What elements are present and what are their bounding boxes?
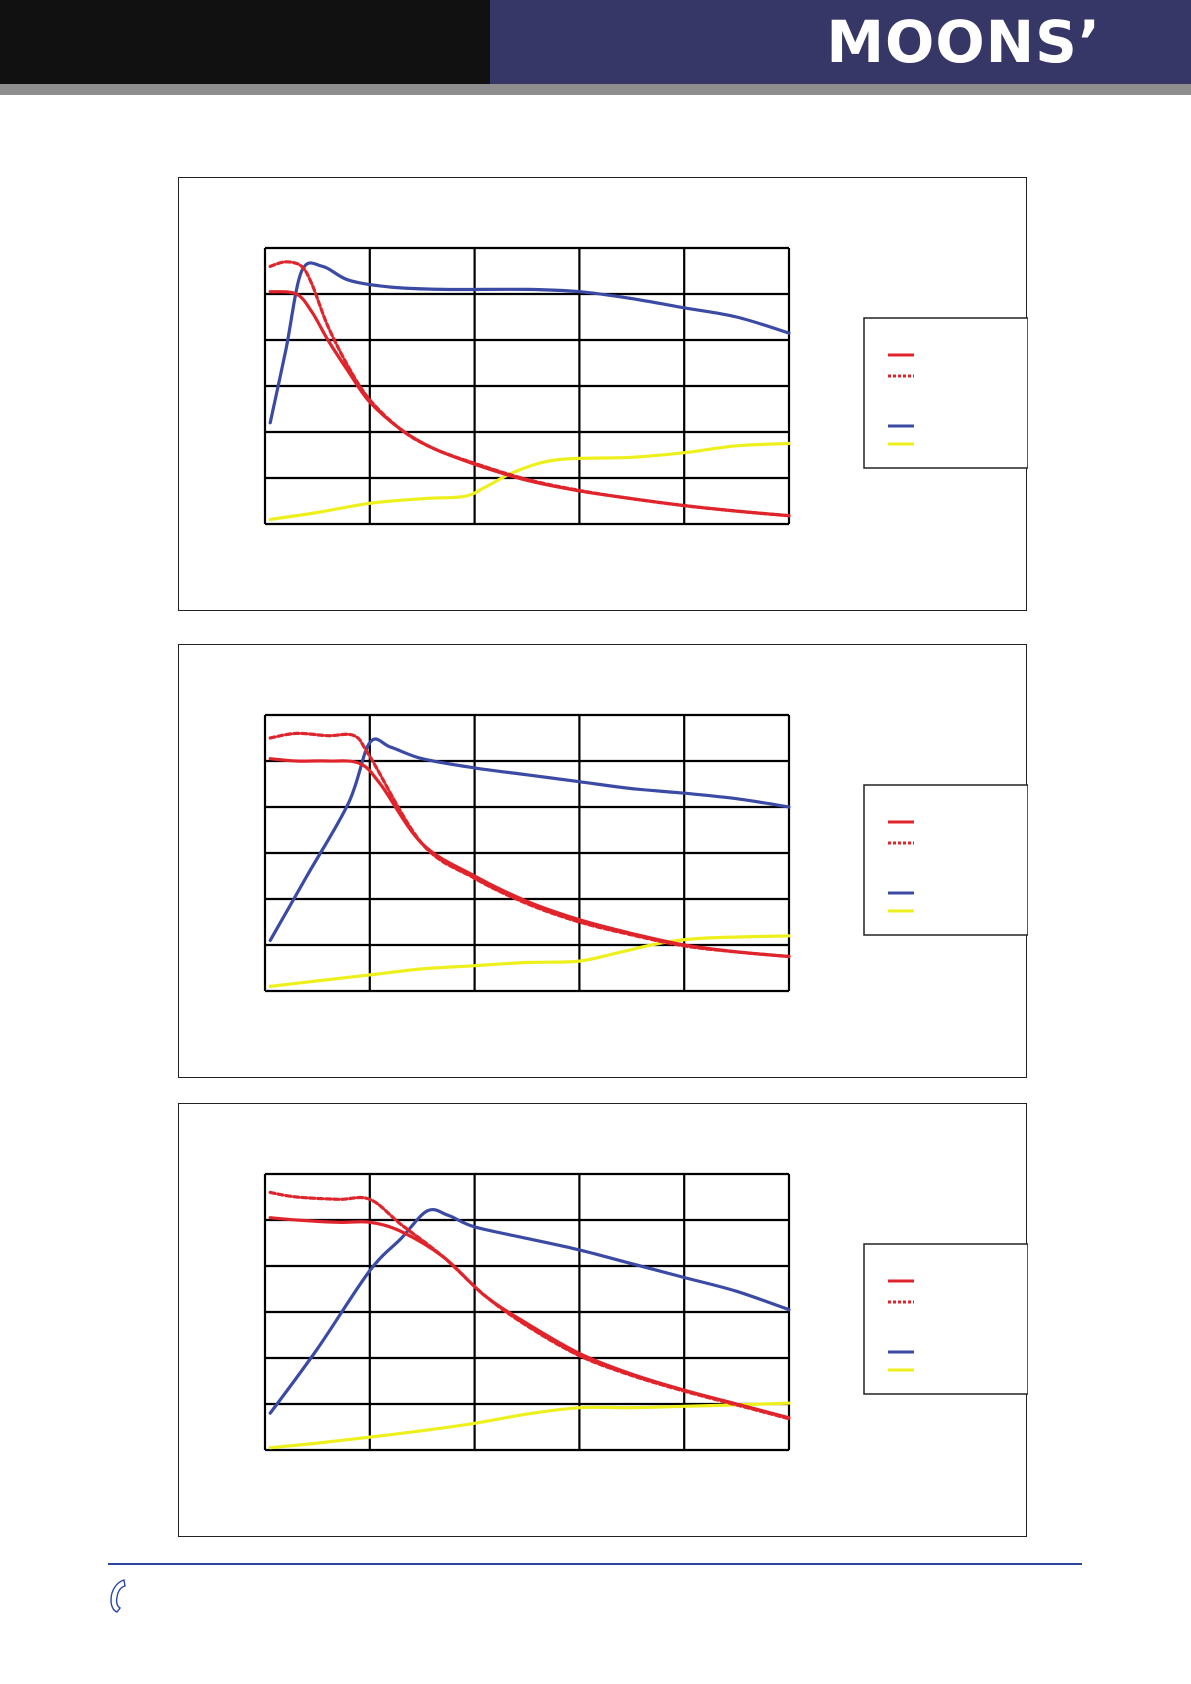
series-line-red-solid (268, 290, 791, 518)
series-line-blue (268, 1207, 791, 1415)
footer-divider (108, 1563, 1082, 1565)
series-line-red-solid (268, 757, 791, 959)
chart-svg (263, 713, 1028, 993)
legend (863, 317, 1028, 469)
header-left-band (0, 0, 490, 84)
series-line-blue (268, 737, 791, 942)
plot-grid (263, 1172, 791, 1452)
chart-panel-3 (178, 1103, 1028, 1537)
series-line-yellow (268, 934, 791, 988)
chart-panel-2 (178, 644, 1028, 1078)
header-right-band (490, 0, 1191, 84)
header-gray-strip (0, 84, 1191, 95)
plot-grid (263, 246, 791, 526)
series-line-red-solid (268, 1216, 791, 1420)
series-line-yellow (268, 1401, 791, 1450)
chart-panel-1 (178, 177, 1028, 611)
brand-logo: MOONS’ (826, 8, 1101, 76)
chart-svg (263, 246, 1028, 526)
phone-icon (110, 1579, 126, 1613)
series-line-red-dashed (268, 731, 791, 959)
legend (863, 1243, 1028, 1395)
series-line-blue (268, 261, 791, 425)
series-line-yellow (268, 441, 791, 521)
chart-svg (263, 1172, 1028, 1452)
legend (863, 784, 1028, 936)
series-line-red-dashed (268, 1190, 791, 1421)
